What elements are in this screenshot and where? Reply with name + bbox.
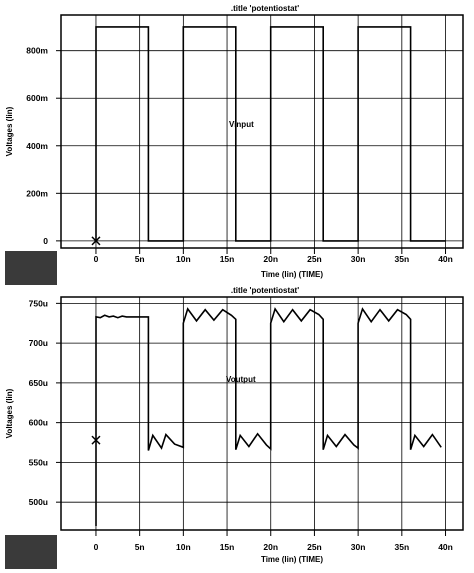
x-tick-label: 15n xyxy=(220,542,235,552)
x-tick-label: 25n xyxy=(307,254,322,264)
series-line xyxy=(95,26,446,242)
chart-title: .title 'potentiostat' xyxy=(231,286,299,295)
y-tick-label: 600u xyxy=(29,418,48,428)
x-axis-title: Time (lin) (TIME) xyxy=(261,270,323,279)
chart-title: .title 'potentiostat' xyxy=(231,4,299,13)
y-tick-label: 200m xyxy=(26,188,48,198)
x-tick-label: 30n xyxy=(351,254,366,264)
x-tick-label: 20n xyxy=(263,542,278,552)
signal-label: Voutput xyxy=(226,375,256,384)
x-tick-label: 40n xyxy=(438,254,453,264)
y-axis-title: Voltages (lin) xyxy=(5,388,14,438)
plot-frame xyxy=(60,296,464,531)
x-axis-title: Time (lin) (TIME) xyxy=(261,555,323,564)
x-tick-label: 35n xyxy=(394,254,409,264)
x-marker xyxy=(91,435,101,445)
x-tick-label: 5n xyxy=(135,254,145,264)
y-tick-label: 500u xyxy=(29,497,48,507)
x-tick-label: 20n xyxy=(263,254,278,264)
y-tick-label: 800m xyxy=(26,46,48,56)
x-marker-stroke xyxy=(91,236,101,246)
plot-frame xyxy=(60,14,464,249)
x-tick-label: 35n xyxy=(394,542,409,552)
x-tick-label: 30n xyxy=(351,542,366,552)
x-tick-label: 10n xyxy=(176,542,191,552)
top-panel-vinput: 0 5n 10n 15n 20n 25n 30n 35n 40n 0 200m 400m 600m 800… xyxy=(5,4,464,285)
bottom-panel-voutput: 0 5n 10n 15n 20n 25n 30n 35n 40n 500u 550u 600u 650u… xyxy=(5,286,464,569)
y-axis-title: Voltages (lin) xyxy=(5,106,14,156)
y-tick-label: 0 xyxy=(43,236,48,246)
x-tick-label: 0 xyxy=(94,254,99,264)
legend-box xyxy=(5,251,57,285)
x-tick-label: 5n xyxy=(135,542,145,552)
y-tick-label: 400m xyxy=(26,141,48,151)
y-tick-label: 550u xyxy=(29,457,48,467)
legend-box xyxy=(5,535,57,569)
x-tick-label: 25n xyxy=(307,542,322,552)
x-marker-stroke xyxy=(91,435,101,445)
x-tick-label: 40n xyxy=(438,542,453,552)
x-tick-label: 15n xyxy=(220,254,235,264)
y-tick-label: 600m xyxy=(26,93,48,103)
x-marker xyxy=(91,236,101,246)
y-tick-label: 700u xyxy=(29,338,48,348)
x-tick-label: 10n xyxy=(176,254,191,264)
signal-label: Vinput xyxy=(229,120,254,129)
y-tick-label: 650u xyxy=(29,378,48,388)
y-tick-label: 750u xyxy=(29,298,48,308)
x-tick-label: 0 xyxy=(94,542,99,552)
series-line xyxy=(95,307,442,526)
